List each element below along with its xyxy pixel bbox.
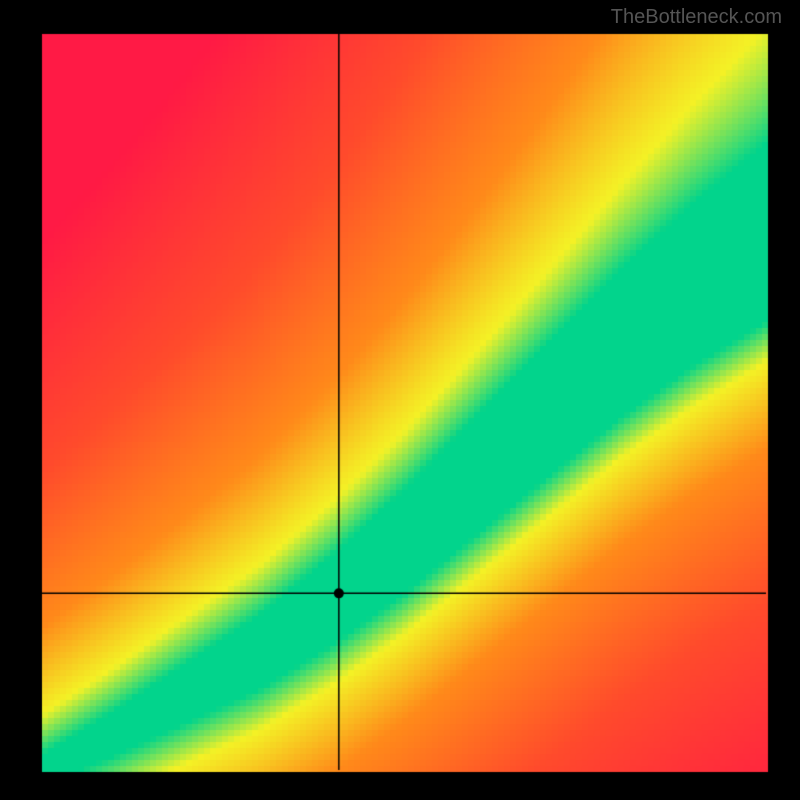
heatmap-canvas <box>0 0 800 800</box>
chart-container: TheBottleneck.com <box>0 0 800 800</box>
watermark-text: TheBottleneck.com <box>611 6 782 29</box>
